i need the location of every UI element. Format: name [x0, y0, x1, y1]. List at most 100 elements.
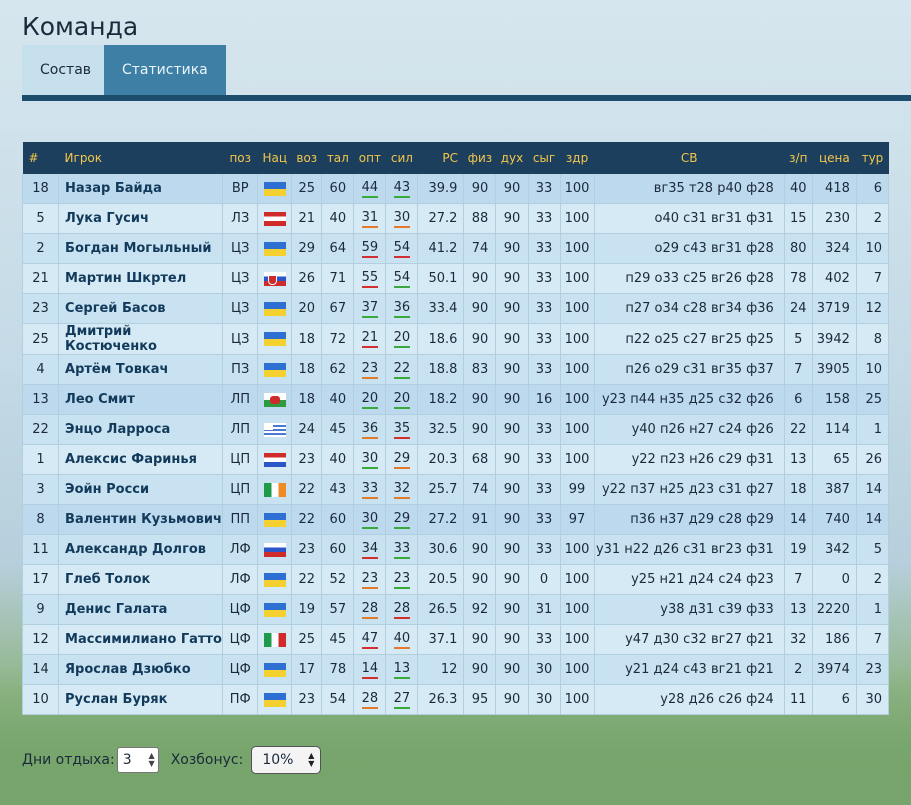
col-header-strength[interactable]: сил: [385, 142, 418, 174]
cell-player-name[interactable]: Эойн Росси: [58, 474, 224, 505]
tab-roster[interactable]: Состав: [22, 45, 104, 95]
cell-strength: 36: [385, 293, 419, 324]
bonus-select[interactable]: 10% ▲ ▼: [251, 746, 322, 774]
cell-teamplay: 33: [527, 323, 561, 355]
stepper-arrows-icon[interactable]: ▲ ▼: [148, 751, 155, 768]
cell-strength: 27: [385, 684, 419, 715]
cell-player-name[interactable]: Алексис Фаринья: [58, 444, 224, 475]
table-row[interactable]: 3 Эойн Росси ЦП 22 43 33 32 25.7 74 90 33 99 у22 п37…: [21, 474, 890, 505]
cell-flag: [257, 684, 293, 715]
col-header-nationality[interactable]: Нац: [257, 142, 292, 174]
col-header-abilities[interactable]: СВ: [594, 142, 785, 174]
cell-player-name[interactable]: Валентин Кузьмович: [58, 504, 224, 535]
cell-age: 23: [291, 684, 323, 715]
cell-number: 4: [21, 354, 60, 385]
cell-strength: 40: [385, 624, 419, 655]
tab-statistics[interactable]: Статистика: [104, 45, 226, 95]
col-header-health[interactable]: здр: [560, 142, 595, 174]
cell-player-name[interactable]: Денис Галата: [58, 594, 224, 625]
table-row[interactable]: 5 Лука Гусич ЛЗ 21 40 31 30 27.2 88 90 33 100 о40 с3…: [21, 203, 890, 234]
table-row[interactable]: 23 Сергей Басов ЦЗ 20 67 37 36 33.4 90 90 33 100 п27…: [21, 293, 890, 324]
cell-physical: 88: [463, 203, 497, 234]
table-row[interactable]: 8 Валентин Кузьмович ПП 22 60 30 29 27.2 91 90 33 9…: [21, 504, 890, 535]
cell-strength: 54: [385, 233, 419, 264]
cell-physical: 95: [463, 684, 497, 715]
cell-player-name[interactable]: Ярослав Дзюбко: [58, 654, 224, 685]
cell-player-name[interactable]: Лео Смит: [58, 384, 224, 415]
col-header-salary[interactable]: з/п: [784, 142, 813, 174]
cell-talent: 45: [321, 414, 355, 445]
cell-player-name[interactable]: Дмитрий Костюченко: [58, 323, 224, 355]
cell-player-name[interactable]: Лука Гусич: [58, 203, 224, 234]
cell-strength: 29: [385, 444, 419, 475]
table-row[interactable]: 21 Мартин Шкртел ЦЗ 26 71 55 54 50.1 90 90 33 100 п2…: [21, 263, 890, 294]
col-header-morale[interactable]: дух: [495, 142, 529, 174]
col-header-teamplay[interactable]: сыг: [528, 142, 561, 174]
table-row[interactable]: 25 Дмитрий Костюченко ЦЗ 18 72 21 20 18.6 90 90 33…: [21, 323, 890, 355]
cell-age: 23: [291, 534, 323, 565]
cell-price: 387: [811, 474, 857, 505]
col-header-price[interactable]: цена: [812, 142, 857, 174]
table-row[interactable]: 22 Энцо Ларроса ЛП 24 45 36 35 32.5 90 90 33 100 у40…: [21, 414, 890, 445]
flag-at-icon: [263, 211, 286, 226]
flag-it-icon: [263, 632, 286, 647]
col-header-position[interactable]: поз: [222, 142, 258, 174]
col-header-age[interactable]: воз: [291, 142, 322, 174]
cell-player-name[interactable]: Богдан Могыльный: [58, 233, 224, 264]
cell-player-name[interactable]: Назар Байда: [58, 174, 224, 204]
cell-player-name[interactable]: Энцо Ларроса: [58, 414, 224, 445]
col-header-talent[interactable]: тал: [321, 142, 354, 174]
strength-value: 29: [393, 451, 411, 469]
cell-rs: 37.1: [417, 624, 465, 655]
table-row[interactable]: 1 Алексис Фаринья ЦП 23 40 30 29 20.3 68 90 33 100 у…: [21, 444, 890, 475]
cell-player-name[interactable]: Артём Товкач: [58, 354, 224, 385]
table-row[interactable]: 18 Назар Байда ВР 25 60 44 43 39.9 90 90 33 100 вг35…: [21, 174, 890, 204]
table-row[interactable]: 10 Руслан Буряк ПФ 23 54 28 27 26.3 95 90 30 100 у28…: [21, 684, 890, 715]
cell-position: ЦП: [222, 474, 259, 505]
cell-age: 22: [291, 504, 323, 535]
table-row[interactable]: 2 Богдан Могыльный ЦЗ 29 64 59 54 41.2 74 90 33 100…: [21, 233, 890, 264]
cell-salary: 6: [783, 384, 813, 415]
col-header-number[interactable]: #: [22, 142, 59, 174]
table-row[interactable]: 12 Массимилиано Гатто ЦФ 25 45 47 40 37.1 90 90 33…: [21, 624, 890, 655]
cell-rs: 32.5: [417, 414, 465, 445]
cell-price: 230: [811, 203, 857, 234]
cell-teamplay: 33: [527, 293, 561, 324]
table-row[interactable]: 11 Александр Долгов ЛФ 23 60 34 33 30.6 90 90 33 10…: [21, 534, 890, 565]
cell-flag: [257, 414, 293, 445]
col-header-rs[interactable]: РС: [417, 142, 464, 174]
cell-flag: [257, 654, 293, 685]
cell-teamplay: 33: [527, 233, 561, 264]
cell-price: 3719: [811, 293, 857, 324]
cell-player-name[interactable]: Сергей Басов: [58, 293, 224, 324]
table-row[interactable]: 14 Ярослав Дзюбко ЦФ 17 78 14 13 12 90 90 30 100 у21…: [21, 654, 890, 685]
cell-position: ЛФ: [222, 534, 259, 565]
cell-player-name[interactable]: Мартин Шкртел: [58, 263, 224, 294]
cell-optimal: 34: [353, 534, 387, 565]
col-header-tours[interactable]: тур: [856, 142, 889, 174]
table-row[interactable]: 17 Глеб Толок ЛФ 22 52 23 23 20.5 90 90 0 100 у25 н2…: [21, 564, 890, 595]
cell-price: 3905: [811, 354, 857, 385]
optimal-value: 14: [361, 661, 379, 679]
cell-talent: 60: [321, 534, 355, 565]
cell-player-name[interactable]: Руслан Буряк: [58, 684, 224, 715]
cell-price: 158: [811, 384, 857, 415]
col-header-physical[interactable]: физ: [463, 142, 496, 174]
cell-abilities: у40 п26 н27 с24 ф26: [593, 414, 785, 445]
cell-price: 186: [811, 624, 857, 655]
cell-age: 18: [291, 323, 323, 355]
flag-wa-icon: [263, 392, 286, 407]
cell-player-name[interactable]: Глеб Толок: [58, 564, 224, 595]
col-header-player[interactable]: Игрок: [58, 142, 223, 174]
cell-age: 26: [291, 263, 323, 294]
cell-rs: 26.5: [417, 594, 465, 625]
cell-player-name[interactable]: Александр Долгов: [58, 534, 224, 565]
col-header-optimal[interactable]: опт: [353, 142, 386, 174]
table-row[interactable]: 4 Артём Товкач ПЗ 18 62 23 22 18.8 83 90 33 100 п26 …: [21, 354, 890, 385]
cell-player-name[interactable]: Массимилиано Гатто: [58, 624, 224, 655]
cell-abilities: у21 д24 с43 вг21 ф21: [593, 654, 785, 685]
table-row[interactable]: 9 Денис Галата ЦФ 19 57 28 28 26.5 92 90 31 100 у38 …: [21, 594, 890, 625]
rest-days-stepper[interactable]: 3 ▲ ▼: [116, 747, 159, 773]
cell-morale: 90: [495, 293, 529, 324]
table-row[interactable]: 13 Лео Смит ЛП 18 40 20 20 18.2 90 90 16 100 у23 п44…: [21, 384, 890, 415]
